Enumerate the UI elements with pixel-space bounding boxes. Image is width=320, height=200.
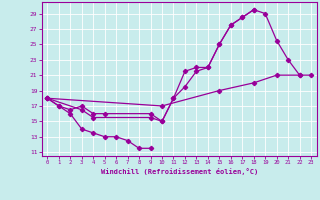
X-axis label: Windchill (Refroidissement éolien,°C): Windchill (Refroidissement éolien,°C) [100, 168, 258, 175]
